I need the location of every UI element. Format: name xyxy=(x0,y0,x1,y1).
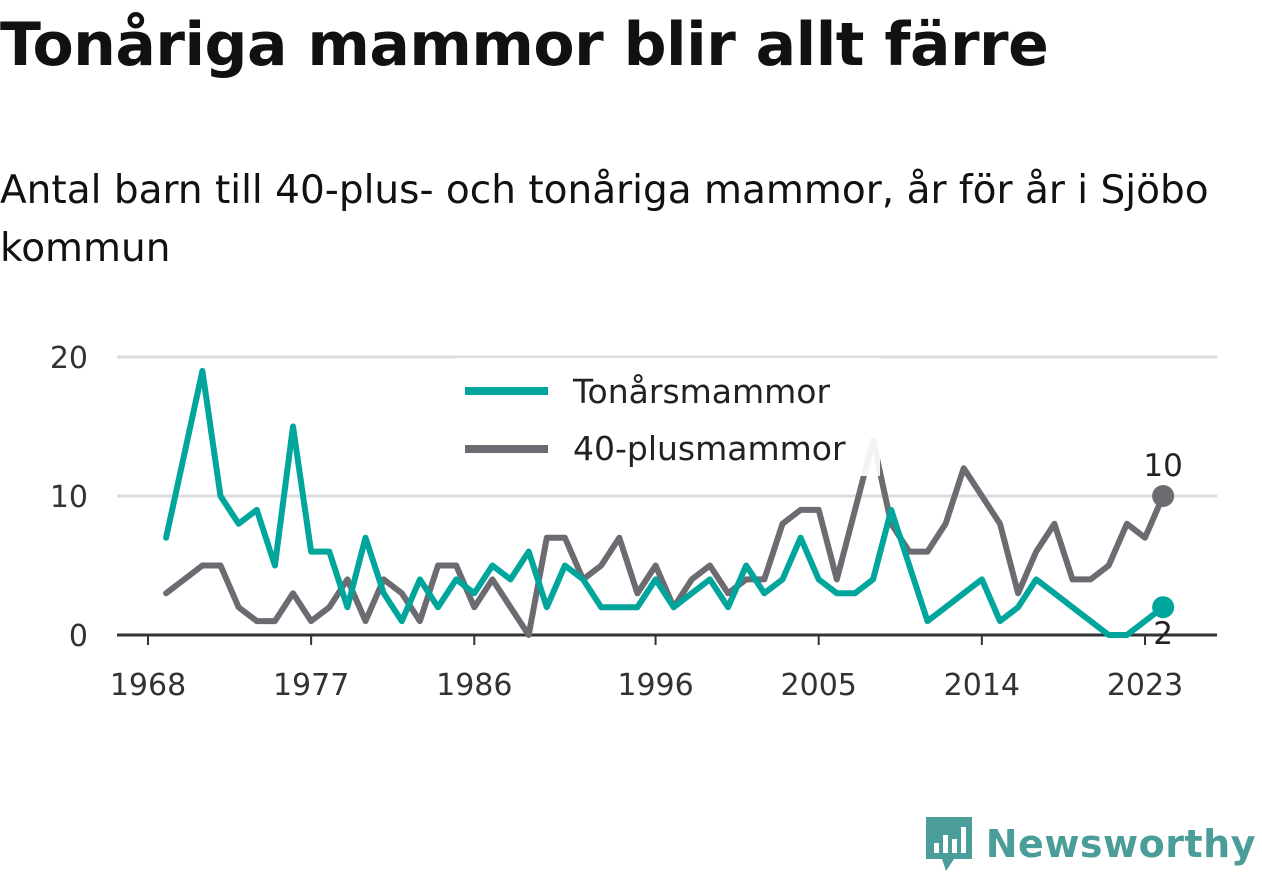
x-tick-label-1977: 1977 xyxy=(273,668,349,703)
x-tick-label-1968: 1968 xyxy=(110,668,186,703)
x-tick-label-1986: 1986 xyxy=(436,668,512,703)
y-tick-label-0: 0 xyxy=(69,619,88,654)
end-label-tonarsmammor: 2 xyxy=(1153,616,1173,652)
x-tick-label-2005: 2005 xyxy=(781,668,857,703)
newsworthy-logo-icon xyxy=(925,817,972,871)
end-label-40plusmammor: 10 xyxy=(1143,448,1182,484)
x-tick-label-2023: 2023 xyxy=(1107,668,1183,703)
y-tick-label-20: 20 xyxy=(50,341,88,376)
newsworthy-logo-text: Newsworthy xyxy=(985,822,1256,866)
y-tick-label-10: 10 xyxy=(50,480,88,515)
axis-layer: 1968 1977 1986 1996 2005 2014 2023 xyxy=(110,633,1217,703)
chart-title: Tonåriga mammor blir allt färre xyxy=(0,10,1049,80)
x-tick-label-1996: 1996 xyxy=(617,668,693,703)
label-layer: 2 10 xyxy=(1143,448,1182,652)
series-line-tonarsmammor xyxy=(163,367,1167,638)
end-point-tonarsmammor xyxy=(1152,596,1175,619)
end-point-40plusmammor xyxy=(1152,485,1175,507)
legend-label-40plusmammor: 40-plusmammor xyxy=(573,429,846,468)
chart-subtitle: Antal barn till 40-plus- och tonåriga ma… xyxy=(0,168,1209,271)
legend-background xyxy=(455,358,880,476)
grid-layer: 0 10 20 xyxy=(50,341,1217,654)
x-tick-label-2014: 2014 xyxy=(944,668,1020,703)
legend: Tonårsmammor 40-plusmammor xyxy=(455,358,880,476)
series-layer xyxy=(163,367,1167,638)
series-line-40plusmammor xyxy=(163,437,1167,638)
legend-label-tonarsmammor: Tonårsmammor xyxy=(572,372,830,411)
newsworthy-logo: Newsworthy xyxy=(924,815,1256,873)
